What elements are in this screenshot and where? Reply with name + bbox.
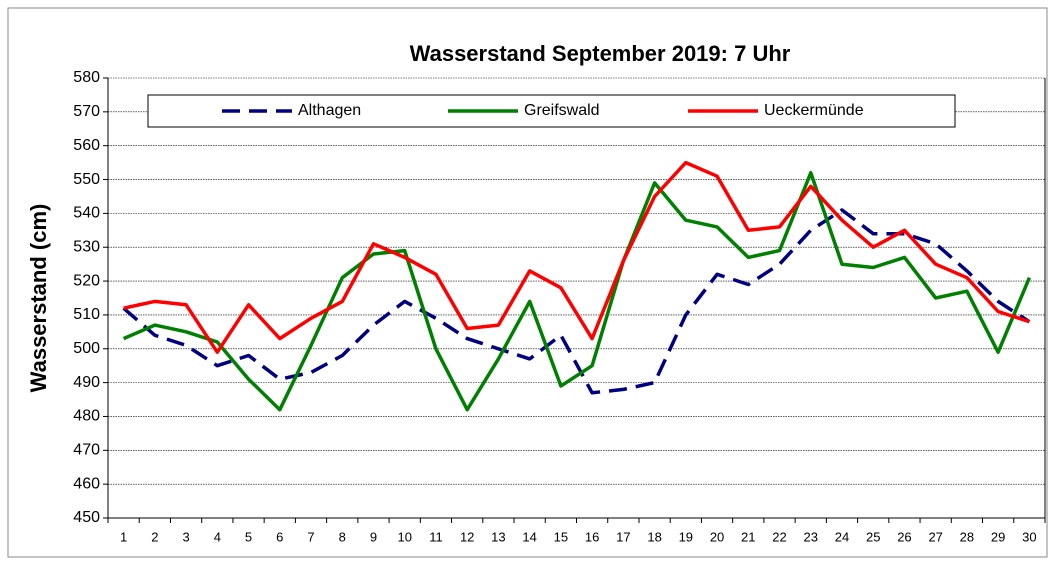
y-axis-label: Wasserstand (cm) xyxy=(26,204,51,393)
y-tick-label: 460 xyxy=(73,475,100,492)
x-tick-label: 3 xyxy=(182,529,189,544)
series-line xyxy=(123,160,1030,354)
y-tick-label: 500 xyxy=(73,340,100,357)
x-tick-label: 8 xyxy=(339,529,346,544)
x-tick-label: 20 xyxy=(710,529,724,544)
x-tick-label: 15 xyxy=(554,529,568,544)
x-tick-label: 27 xyxy=(928,529,942,544)
y-tick-label: 450 xyxy=(73,509,100,526)
x-tick-label: 16 xyxy=(585,529,599,544)
y-tick-label: 570 xyxy=(73,103,100,120)
x-tick-label: 28 xyxy=(960,529,974,544)
chart-frame xyxy=(7,7,1048,558)
legend-label: Greifswald xyxy=(524,102,600,119)
x-tick-label: 19 xyxy=(679,529,693,544)
x-tick-label: 23 xyxy=(804,529,818,544)
y-tick-label: 580 xyxy=(73,69,100,86)
y-tick-label: 530 xyxy=(73,238,100,255)
x-tick-label: 9 xyxy=(370,529,377,544)
legend-label: Althagen xyxy=(298,102,361,119)
x-tick-label: 17 xyxy=(616,529,630,544)
y-tick-label: 560 xyxy=(73,137,100,154)
x-tick-label: 25 xyxy=(866,529,880,544)
y-tick-label: 510 xyxy=(73,306,100,323)
x-tick-label: 22 xyxy=(772,529,786,544)
x-tick-label: 13 xyxy=(491,529,505,544)
x-tick-label: 1 xyxy=(120,529,127,544)
x-tick-label: 30 xyxy=(1022,529,1036,544)
x-tick-label: 10 xyxy=(397,529,411,544)
x-tick-label: 29 xyxy=(991,529,1005,544)
x-tick-label: 12 xyxy=(460,529,474,544)
x-tick-label: 21 xyxy=(741,529,755,544)
chart-title: Wasserstand September 2019: 7 Uhr xyxy=(410,41,791,66)
y-tick-label: 520 xyxy=(73,272,100,289)
x-tick-label: 18 xyxy=(647,529,661,544)
x-tick-label: 6 xyxy=(276,529,283,544)
series-line xyxy=(122,171,1032,412)
y-tick-label: 490 xyxy=(73,374,100,391)
x-tick-label: 26 xyxy=(897,529,911,544)
y-tick-label: 480 xyxy=(73,408,100,425)
x-tick-label: 7 xyxy=(307,529,314,544)
x-tick-label: 2 xyxy=(151,529,158,544)
x-tick-label: 11 xyxy=(429,529,443,544)
series-line xyxy=(122,208,1031,395)
y-tick-label: 540 xyxy=(73,205,100,222)
legend-label: Ueckermünde xyxy=(764,102,864,119)
x-tick-label: 24 xyxy=(835,529,849,544)
y-tick-label: 550 xyxy=(73,171,100,188)
x-tick-label: 4 xyxy=(214,529,221,544)
x-tick-label: 5 xyxy=(245,529,252,544)
x-tick-label: 14 xyxy=(522,529,536,544)
y-tick-label: 470 xyxy=(73,442,100,459)
